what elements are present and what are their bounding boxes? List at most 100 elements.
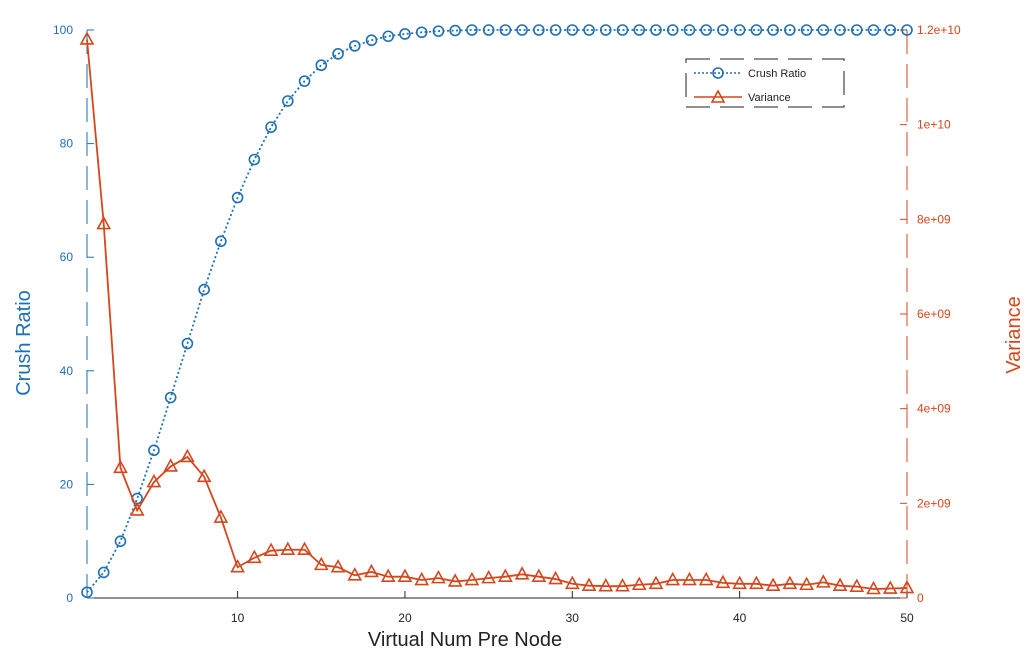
data-point-variance xyxy=(715,574,731,589)
left-y-axis-label: Crush Ratio xyxy=(13,290,35,396)
data-point-crush-ratio xyxy=(850,24,863,36)
data-point-crush-ratio xyxy=(633,24,646,36)
data-point-crush-ratio xyxy=(148,444,160,457)
right-y-tick-label: 2e+09 xyxy=(917,496,951,510)
right-y-tick-label: 6e+09 xyxy=(917,307,951,321)
data-point-variance xyxy=(765,577,781,591)
data-point-crush-ratio xyxy=(884,24,897,36)
data-point-crush-ratio xyxy=(449,24,461,37)
data-point-crush-ratio xyxy=(164,391,177,404)
left-y-tick-label: 80 xyxy=(60,137,74,151)
data-point-crush-ratio xyxy=(683,24,696,36)
right-y-tick-label: 8e+09 xyxy=(917,212,951,226)
left-y-tick-label: 20 xyxy=(60,477,74,491)
left-y-tick-label: 40 xyxy=(60,364,74,378)
data-point-variance xyxy=(79,31,95,45)
x-axis-label: Virtual Num Pre Node xyxy=(368,629,562,651)
data-point-crush-ratio xyxy=(599,24,612,36)
data-point-crush-ratio xyxy=(583,24,595,36)
data-point-crush-ratio xyxy=(867,24,880,36)
left-y-tick-label: 0 xyxy=(66,591,73,605)
legend-box xyxy=(685,58,845,108)
data-point-variance xyxy=(832,577,848,591)
left-y-tick-label: 100 xyxy=(53,23,73,37)
data-point-crush-ratio xyxy=(817,24,830,36)
data-point-variance xyxy=(230,559,245,573)
data-point-crush-ratio xyxy=(700,24,712,36)
data-point-crush-ratio xyxy=(97,566,110,579)
data-point-variance xyxy=(364,563,379,578)
legend-crush-ratio-label: Crush Ratio xyxy=(748,68,806,80)
data-point-variance xyxy=(163,458,179,472)
data-point-crush-ratio xyxy=(650,24,662,36)
data-point-crush-ratio xyxy=(365,34,378,47)
data-point-crush-ratio xyxy=(181,337,194,350)
data-point-variance xyxy=(882,580,898,594)
data-point-crush-ratio xyxy=(533,24,545,36)
right-y-tick-label: 0 xyxy=(917,591,924,605)
data-point-crush-ratio xyxy=(800,24,813,36)
data-point-variance xyxy=(815,574,831,588)
x-tick-label: 50 xyxy=(900,611,914,625)
data-point-variance xyxy=(347,567,363,581)
right-y-ticks: 0 2e+09 4e+09 6e+09 8e+09 1e+10 1.2e+10 xyxy=(900,23,961,605)
data-point-variance xyxy=(113,459,128,474)
right-y-axis-label: Variance xyxy=(1003,296,1025,373)
data-point-crush-ratio xyxy=(298,75,311,87)
data-point-variance xyxy=(732,575,748,590)
data-point-variance xyxy=(548,570,563,585)
data-point-variance xyxy=(866,580,881,595)
data-point-crush-ratio xyxy=(282,95,294,107)
data-point-variance xyxy=(196,468,212,483)
legend-crush-ratio-marker xyxy=(712,67,724,79)
right-y-tick-label: 4e+09 xyxy=(917,402,951,416)
data-point-variance xyxy=(447,573,463,587)
series-line-variance xyxy=(86,39,908,590)
data-point-variance xyxy=(96,215,112,230)
data-point-variance xyxy=(782,575,798,590)
data-point-variance xyxy=(431,569,446,584)
data-point-crush-ratio xyxy=(549,24,562,36)
data-point-crush-ratio xyxy=(733,24,746,36)
right-y-tick-label: 1e+10 xyxy=(917,118,951,132)
series-crush-ratio xyxy=(81,24,913,599)
data-point-crush-ratio xyxy=(415,26,428,39)
x-tick-label: 20 xyxy=(398,611,412,625)
data-point-variance xyxy=(180,448,195,463)
data-point-variance xyxy=(514,566,530,580)
data-point-crush-ratio xyxy=(466,24,478,36)
x-tick-label: 40 xyxy=(733,611,747,625)
data-point-variance xyxy=(749,575,764,590)
data-point-variance xyxy=(698,571,714,586)
data-point-variance xyxy=(648,575,664,590)
series-layer xyxy=(79,24,915,599)
x-tick-label: 30 xyxy=(566,611,580,625)
data-point-variance xyxy=(615,577,630,592)
data-point-crush-ratio xyxy=(114,535,127,548)
data-point-crush-ratio xyxy=(332,48,344,60)
data-point-variance xyxy=(280,541,296,556)
data-point-variance xyxy=(246,549,262,564)
data-point-crush-ratio xyxy=(81,586,93,599)
data-point-crush-ratio xyxy=(315,59,328,72)
data-point-crush-ratio xyxy=(432,25,445,37)
data-point-crush-ratio xyxy=(265,121,277,133)
data-point-variance xyxy=(631,576,647,591)
data-point-variance xyxy=(263,542,279,556)
data-point-crush-ratio xyxy=(666,24,679,36)
data-point-variance xyxy=(849,578,865,592)
data-point-variance xyxy=(498,568,513,582)
data-point-variance xyxy=(464,571,480,586)
data-point-variance xyxy=(397,568,413,582)
data-point-crush-ratio xyxy=(399,28,411,40)
legend: Crush Ratio Variance xyxy=(685,58,845,108)
data-point-crush-ratio xyxy=(901,24,913,36)
data-point-variance xyxy=(414,571,430,586)
data-point-variance xyxy=(581,577,597,591)
data-point-variance xyxy=(665,571,681,586)
data-point-variance xyxy=(297,541,312,556)
data-point-crush-ratio xyxy=(616,24,629,36)
data-point-variance xyxy=(899,579,915,594)
x-ticks: 10 20 30 40 50 xyxy=(231,591,914,625)
